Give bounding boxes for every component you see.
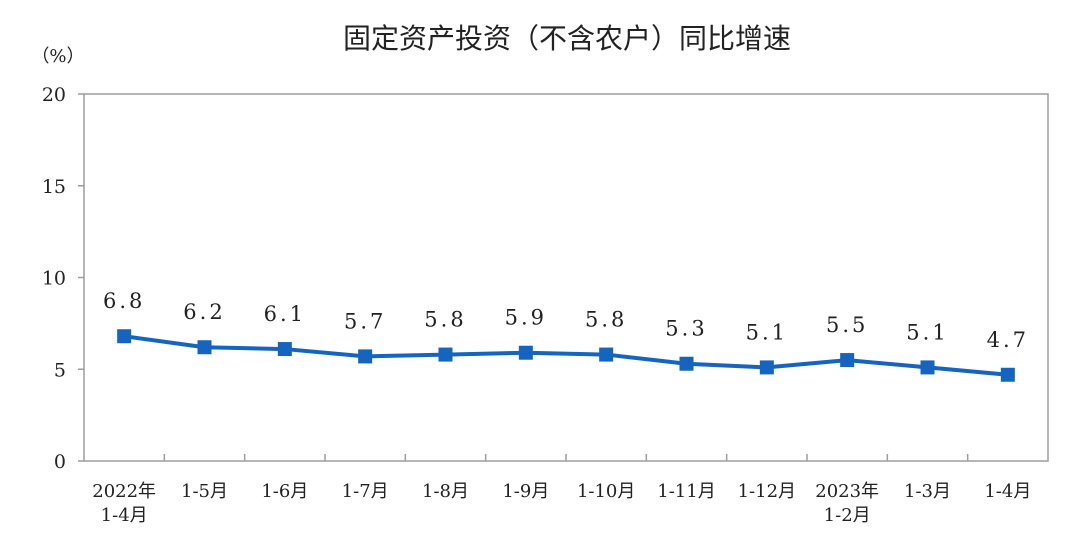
data-point-marker: [518, 345, 533, 360]
data-point-marker: [277, 342, 292, 357]
x-tick-label: 1-6月: [261, 481, 308, 502]
x-tick-label: 1-12月: [738, 481, 796, 502]
data-label: 5.9: [505, 306, 547, 330]
data-point-marker: [759, 360, 774, 375]
x-tick-label: 1-8月: [422, 481, 469, 502]
y-tick-label: 0: [54, 451, 66, 473]
y-tick-label: 20: [42, 84, 66, 106]
data-label: 5.3: [665, 317, 707, 341]
data-label: 5.5: [826, 313, 868, 337]
x-tick-label: 1-4月: [101, 505, 148, 526]
x-axis: 2022年 1-4月 1-5月 1-6月 1-7月 1-8月 1-9月 1-10月 1-11月 1…: [92, 454, 1031, 526]
data-label: 4.7: [987, 328, 1029, 352]
data-label: 5.1: [906, 320, 948, 344]
data-label: 5.7: [344, 309, 386, 333]
data-label: 5.8: [424, 308, 466, 332]
y-axis: 0 5 10 15 20: [42, 84, 84, 473]
y-tick-label: 10: [42, 268, 66, 290]
data-point-marker: [840, 353, 855, 368]
data-point-marker: [358, 349, 373, 364]
data-point-marker: [197, 340, 212, 355]
x-tick-label: 1-3月: [904, 481, 951, 502]
series-line: [123, 334, 1009, 377]
x-tick-label: 2023年: [815, 481, 879, 502]
x-tick-label: 1-9月: [502, 481, 549, 502]
chart-title: 固定资产投资（不含农户）同比增速: [343, 22, 791, 55]
data-point-marker: [438, 347, 453, 362]
y-tick-label: 15: [42, 176, 66, 198]
data-label: 5.8: [585, 308, 627, 332]
data-label: 5.1: [746, 320, 788, 344]
y-tick-label: 5: [54, 359, 66, 381]
data-label: 6.1: [264, 302, 306, 326]
plot-area-frame: [83, 93, 1049, 462]
x-tick-label: 1-10月: [577, 481, 635, 502]
data-label: 6.8: [103, 289, 145, 313]
y-axis-unit-label: （%）: [31, 46, 84, 67]
x-tick-label: 1-5月: [181, 481, 228, 502]
x-tick-label: 2022年: [92, 481, 156, 502]
data-labels: 6.8 6.2 6.1 5.7 5.8 5.9 5.8 5.3 5.1 5.5 5.1 4.7: [103, 289, 1029, 352]
data-label: 6.2: [183, 300, 225, 324]
data-point-marker: [1000, 367, 1015, 382]
data-point-marker: [599, 347, 614, 362]
x-tick-label: 1-4月: [984, 481, 1031, 502]
x-tick-label: 1-2月: [824, 505, 871, 526]
x-tick-label: 1-7月: [342, 481, 389, 502]
series-group: [117, 329, 1015, 382]
x-tick-label: 1-11月: [657, 481, 715, 502]
data-point-marker: [920, 360, 935, 375]
data-point-marker: [117, 329, 132, 344]
data-point-marker: [679, 356, 694, 371]
